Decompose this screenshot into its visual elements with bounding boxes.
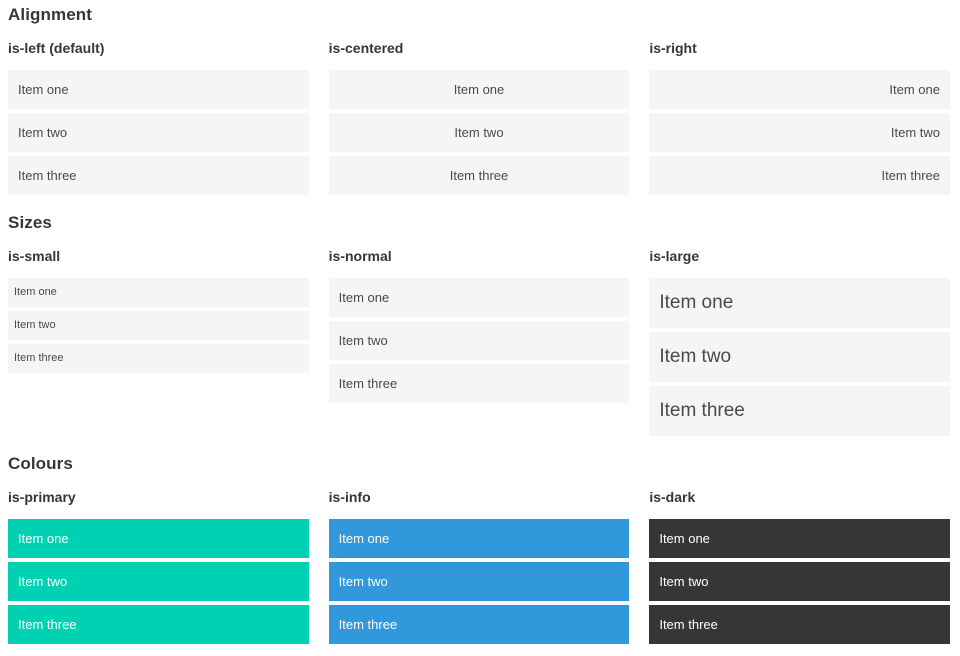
column-is-normal: is-normal Item one Item two Item three <box>328 247 630 403</box>
column-is-small: is-small Item one Item two Item three <box>8 247 309 373</box>
list-item: Item one <box>328 278 630 317</box>
list-item: Item three <box>8 156 309 195</box>
column-subtitle: is-centered <box>328 40 404 56</box>
item-list: Item one Item two Item three <box>328 278 630 403</box>
column-subtitle: is-normal <box>328 248 392 264</box>
item-list: Item one Item two Item three <box>328 70 630 195</box>
item-list: Item one Item two Item three <box>649 70 950 195</box>
section-sizes: Sizes is-small Item one Item two Item th… <box>8 213 950 436</box>
section-title: Sizes <box>8 213 52 232</box>
list-item: Item three <box>328 605 630 644</box>
list-item: Item two <box>649 113 950 152</box>
list-item: Item one <box>328 70 630 109</box>
list-item: Item three <box>328 364 630 403</box>
section-title: Alignment <box>8 5 93 24</box>
list-item: Item one <box>649 70 950 109</box>
column-subtitle: is-small <box>8 248 61 264</box>
list-item: Item two <box>649 332 950 382</box>
column-subtitle: is-large <box>649 248 700 264</box>
column-subtitle: is-right <box>649 40 697 56</box>
section-colours: Colours is-primary Item one Item two Ite… <box>8 454 950 644</box>
list-item: Item one <box>649 278 950 328</box>
list-item: Item two <box>8 113 309 152</box>
item-list: Item one Item two Item three <box>649 278 950 436</box>
column-subtitle: is-left (default) <box>8 40 105 56</box>
list-item: Item one <box>8 519 309 558</box>
section-alignment: Alignment is-left (default) Item one Ite… <box>8 5 950 195</box>
item-list: Item one Item two Item three <box>649 519 950 644</box>
column-is-centered: is-centered Item one Item two Item three <box>328 39 630 195</box>
column-is-info: is-info Item one Item two Item three <box>328 488 630 644</box>
section-columns: is-left (default) Item one Item two Item… <box>8 39 950 195</box>
column-subtitle: is-dark <box>649 489 696 505</box>
list-item: Item two <box>8 311 309 340</box>
list-item: Item two <box>8 562 309 601</box>
item-list: Item one Item two Item three <box>8 278 309 373</box>
column-is-dark: is-dark Item one Item two Item three <box>649 488 950 644</box>
list-item: Item one <box>8 70 309 109</box>
column-subtitle: is-info <box>328 489 371 505</box>
column-is-large: is-large Item one Item two Item three <box>649 247 950 436</box>
list-item: Item one <box>8 278 309 307</box>
list-item: Item two <box>328 321 630 360</box>
component-demo-page: Alignment is-left (default) Item one Ite… <box>8 5 950 644</box>
list-item: Item two <box>328 562 630 601</box>
column-subtitle: is-primary <box>8 489 76 505</box>
list-item: Item two <box>649 562 950 601</box>
list-item: Item one <box>649 519 950 558</box>
list-item: Item three <box>649 386 950 436</box>
column-is-left: is-left (default) Item one Item two Item… <box>8 39 309 195</box>
list-item: Item three <box>649 605 950 644</box>
list-item: Item one <box>328 519 630 558</box>
list-item: Item three <box>328 156 630 195</box>
column-is-primary: is-primary Item one Item two Item three <box>8 488 309 644</box>
list-item: Item three <box>8 605 309 644</box>
section-title: Colours <box>8 454 73 473</box>
list-item: Item three <box>649 156 950 195</box>
column-is-right: is-right Item one Item two Item three <box>649 39 950 195</box>
item-list: Item one Item two Item three <box>8 519 309 644</box>
item-list: Item one Item two Item three <box>328 519 630 644</box>
list-item: Item two <box>328 113 630 152</box>
list-item: Item three <box>8 344 309 373</box>
item-list: Item one Item two Item three <box>8 70 309 195</box>
section-columns: is-small Item one Item two Item three is… <box>8 247 950 436</box>
section-columns: is-primary Item one Item two Item three … <box>8 488 950 644</box>
